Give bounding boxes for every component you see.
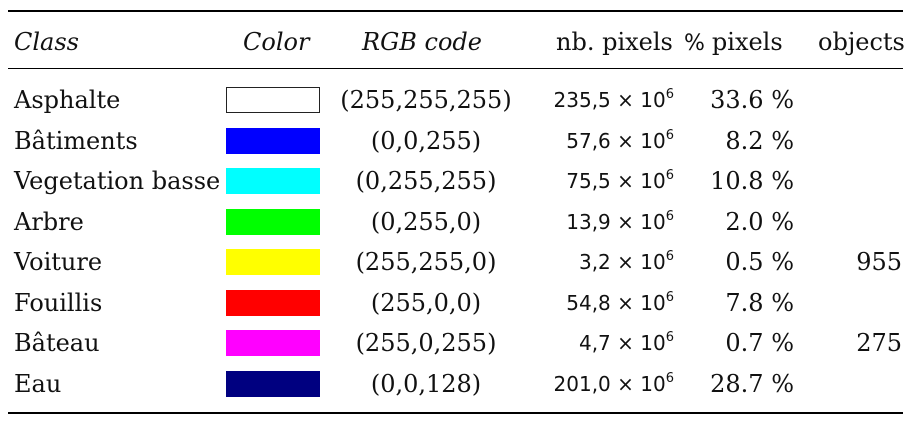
rgb-code: (255,255,255) — [340, 86, 512, 114]
pixel-count: 54,8 × 106 — [566, 283, 674, 323]
header-pct-sign: % — [684, 31, 705, 56]
pixel-mantissa: 54,8 — [566, 290, 611, 315]
header-objects: objects — [818, 28, 905, 56]
pixel-count: 3,2 × 106 — [579, 242, 674, 282]
pixel-mantissa: 235,5 — [553, 88, 611, 112]
pixel-percentage: 7.8 % — [725, 288, 794, 317]
header-pct-word: pixels — [711, 28, 783, 56]
color-swatch — [226, 208, 320, 235]
times-ten: × 10 — [617, 128, 666, 153]
table-row: Voiture (255,255,0) 3,2 × 106 0.5 % 955 — [0, 242, 910, 282]
pixel-exponent: 6 — [665, 127, 674, 143]
class-name: Vegetation basse — [14, 167, 221, 195]
pixel-count: 57,6 × 106 — [566, 121, 674, 161]
table-row: Asphalte (255,255,255) 235,5 × 106 33.6 % — [0, 80, 910, 120]
class-name: Asphalte — [14, 86, 121, 114]
pixel-percentage: 2.0 % — [725, 207, 794, 236]
pixel-mantissa: 57,6 — [566, 128, 611, 153]
color-swatch — [226, 330, 320, 356]
pixel-exponent: 6 — [665, 249, 674, 264]
table-row: Bâteau (255,0,255) 4,7 × 106 0.7 % 275 — [0, 323, 910, 363]
pixel-exponent: 6 — [665, 208, 674, 224]
table-row: Fouillis (255,0,0) 54,8 × 106 7.8 % — [0, 283, 910, 323]
class-name: Bâtiments — [14, 126, 138, 155]
rgb-code: (0,255,0) — [370, 207, 482, 236]
pixel-mantissa: 75,5 — [566, 169, 611, 193]
table-row: Arbre (0,255,0) 13,9 × 106 2.0 % — [0, 202, 910, 242]
table-row: Eau (0,0,128) 201,0 × 106 28.7 % — [0, 364, 910, 404]
pixel-percentage: 10.8 % — [710, 167, 794, 195]
times-ten: × 10 — [617, 331, 666, 355]
pixel-mantissa: 13,9 — [566, 209, 611, 234]
header-color: Color — [243, 28, 310, 56]
pixel-mantissa: 3,2 — [578, 250, 611, 274]
table-row: Vegetation basse (0,255,255) 75,5 × 106 10.… — [0, 161, 910, 201]
class-name: Eau — [14, 369, 62, 398]
color-swatch — [226, 249, 320, 275]
times-ten: × 10 — [617, 371, 666, 396]
class-name: Fouillis — [14, 288, 103, 317]
times-ten: × 10 — [617, 169, 666, 193]
pixel-mantissa: 4,7 — [578, 331, 611, 355]
pixel-count: 201,0 × 106 — [554, 364, 674, 404]
class-name: Arbre — [14, 207, 84, 236]
class-name: Bâteau — [14, 329, 100, 357]
table-header-rule — [8, 68, 903, 69]
rgb-code: (0,0,128) — [370, 369, 482, 398]
color-swatch — [226, 127, 320, 154]
pixel-percentage: 8.2 % — [725, 126, 794, 155]
rgb-code: (0,0,255) — [370, 126, 482, 155]
pixel-count: 4,7 × 106 — [579, 323, 674, 363]
pixel-count: 75,5 × 106 — [566, 161, 674, 201]
pixel-exponent: 6 — [665, 87, 674, 102]
pixel-mantissa: 201,0 — [553, 371, 611, 396]
object-count: 955 — [856, 248, 902, 276]
table-header: Class Color RGB code nb. pixels % pixels… — [0, 22, 910, 62]
color-swatch — [226, 168, 320, 194]
color-swatch — [226, 87, 320, 113]
rgb-code: (255,0,255) — [355, 329, 497, 357]
pixel-percentage: 0.7 % — [725, 329, 794, 357]
table-top-rule — [8, 10, 903, 12]
pixel-percentage: 0.5 % — [725, 248, 794, 276]
rgb-code: (0,255,255) — [355, 167, 497, 195]
pixel-exponent: 6 — [665, 330, 674, 345]
pixel-count: 13,9 × 106 — [566, 202, 674, 242]
color-swatch — [226, 370, 320, 397]
pixel-percentage: 28.7 % — [710, 369, 794, 398]
times-ten: × 10 — [617, 88, 666, 112]
header-class: Class — [14, 28, 79, 56]
times-ten: × 10 — [617, 209, 666, 234]
pixel-exponent: 6 — [665, 168, 674, 183]
class-name: Voiture — [14, 248, 103, 276]
header-pct-pixels: % pixels — [684, 22, 783, 62]
color-swatch — [226, 289, 320, 316]
table-row: Bâtiments (0,0,255) 57,6 × 106 8.2 % — [0, 121, 910, 161]
object-count: 275 — [856, 329, 902, 357]
table-bottom-rule — [8, 412, 903, 414]
rgb-code: (255,255,0) — [355, 248, 497, 276]
rgb-code: (255,0,0) — [370, 288, 482, 317]
pixel-percentage: 33.6 % — [710, 86, 794, 114]
times-ten: × 10 — [617, 250, 666, 274]
times-ten: × 10 — [617, 290, 666, 315]
header-nb-pixels: nb. pixels — [556, 28, 673, 56]
pixel-exponent: 6 — [665, 289, 674, 305]
pixel-exponent: 6 — [665, 370, 674, 386]
pixel-count: 235,5 × 106 — [554, 80, 674, 120]
header-rgb-code: RGB code — [362, 28, 482, 56]
